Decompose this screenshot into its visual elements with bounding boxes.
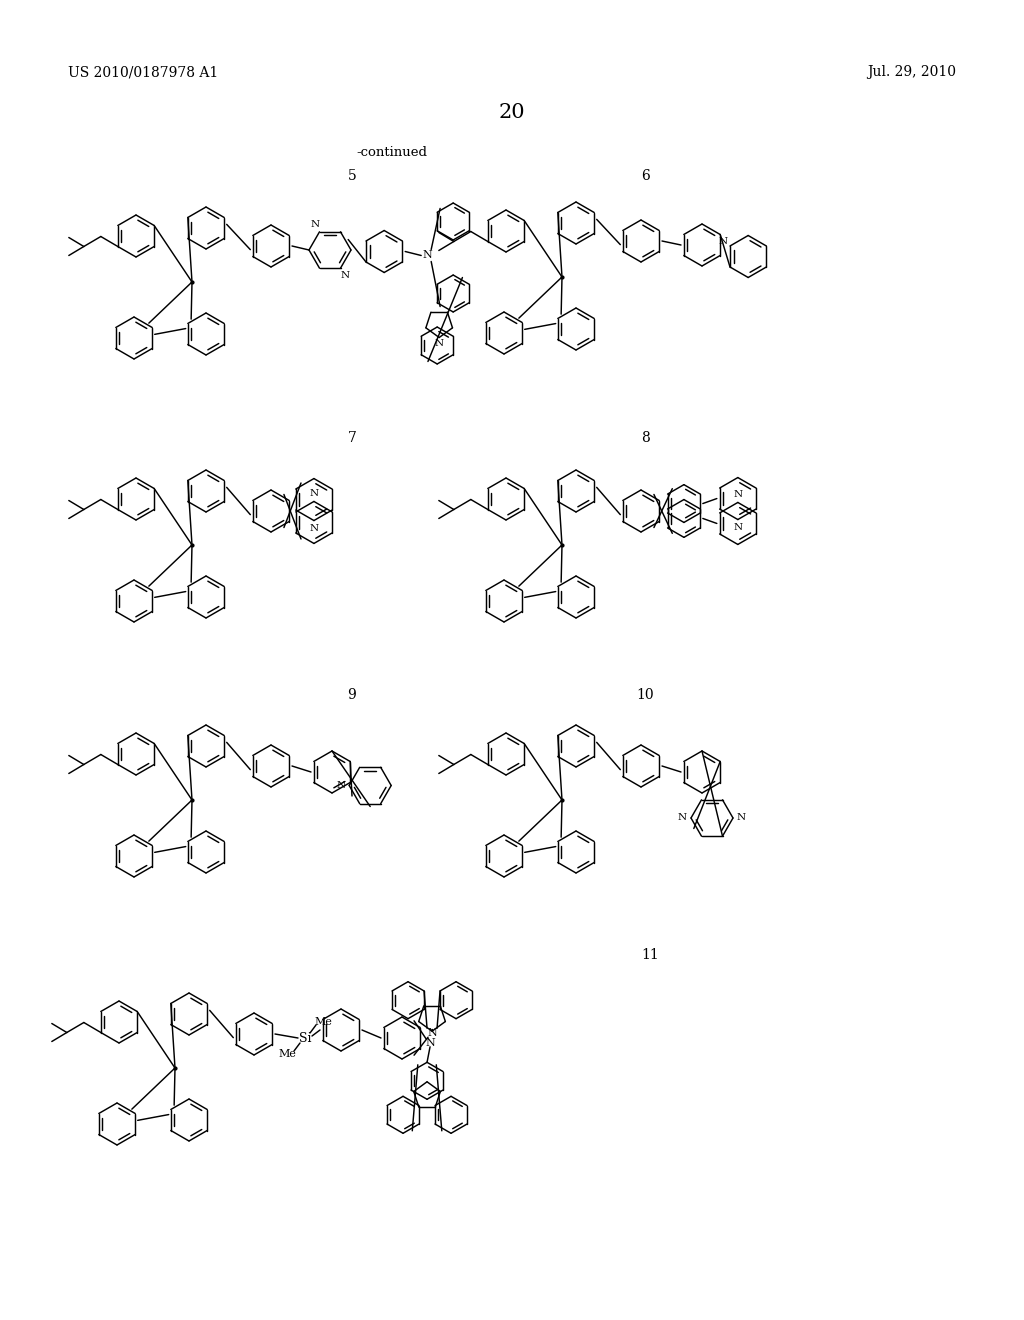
Text: -continued: -continued bbox=[356, 145, 427, 158]
Text: N: N bbox=[733, 490, 742, 499]
Text: N: N bbox=[434, 339, 443, 347]
Text: N: N bbox=[425, 1038, 435, 1048]
Text: Me: Me bbox=[279, 1049, 296, 1059]
Text: N: N bbox=[336, 781, 345, 789]
Text: N: N bbox=[737, 813, 745, 822]
Text: N: N bbox=[340, 272, 349, 280]
Text: N: N bbox=[718, 238, 727, 247]
Text: 6: 6 bbox=[641, 169, 649, 183]
Text: Si: Si bbox=[299, 1031, 311, 1044]
Text: N: N bbox=[310, 219, 319, 228]
Text: 5: 5 bbox=[347, 169, 356, 183]
Text: N: N bbox=[427, 1028, 437, 1039]
Text: 11: 11 bbox=[641, 948, 658, 962]
Text: 8: 8 bbox=[641, 432, 649, 445]
Text: N: N bbox=[309, 524, 318, 533]
Text: N: N bbox=[309, 488, 318, 498]
Text: N: N bbox=[733, 524, 742, 532]
Text: 20: 20 bbox=[499, 103, 525, 121]
Text: Jul. 29, 2010: Jul. 29, 2010 bbox=[867, 65, 956, 79]
Text: 7: 7 bbox=[347, 432, 356, 445]
Text: 9: 9 bbox=[347, 688, 356, 702]
Text: N: N bbox=[422, 251, 432, 260]
Text: Me: Me bbox=[314, 1016, 332, 1027]
Text: 10: 10 bbox=[636, 688, 653, 702]
Text: N: N bbox=[678, 813, 687, 822]
Text: US 2010/0187978 A1: US 2010/0187978 A1 bbox=[68, 65, 218, 79]
